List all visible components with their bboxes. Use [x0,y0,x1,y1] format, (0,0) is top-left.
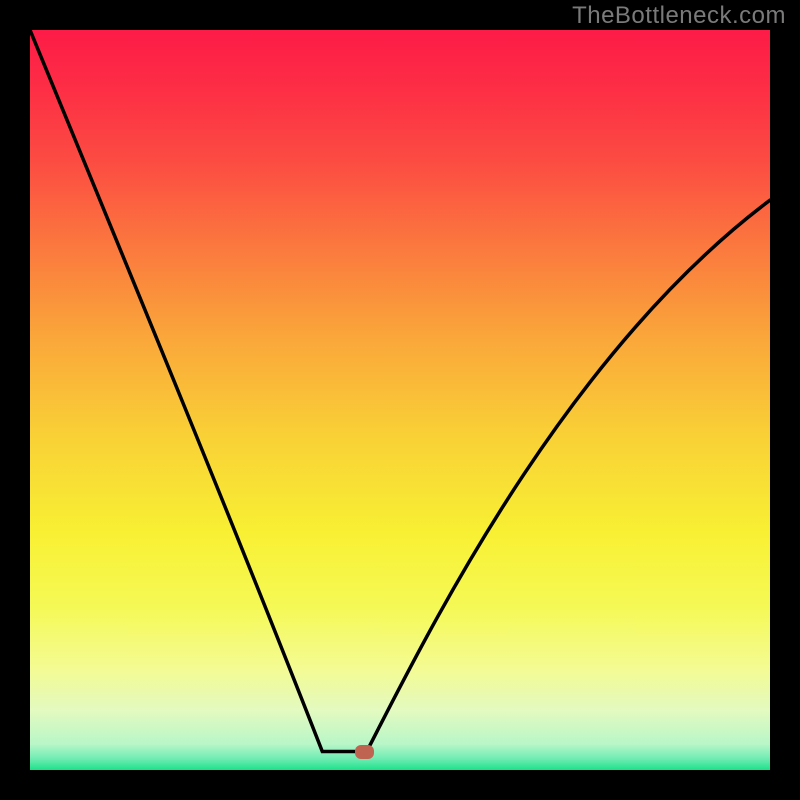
plot-background [30,30,770,770]
plot-area [30,30,770,770]
optimum-marker [355,745,374,759]
bottleneck-curve [30,30,770,770]
chart-container: TheBottleneck.com [0,0,800,800]
watermark-text: TheBottleneck.com [572,2,786,30]
